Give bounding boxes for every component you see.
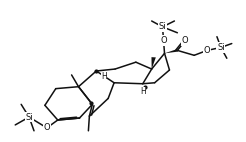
Text: H: H bbox=[140, 87, 146, 96]
Polygon shape bbox=[152, 57, 156, 69]
Text: O: O bbox=[44, 123, 50, 132]
Text: Si: Si bbox=[159, 22, 166, 31]
Text: H: H bbox=[140, 87, 146, 96]
Polygon shape bbox=[165, 49, 178, 53]
Text: H: H bbox=[101, 72, 107, 81]
Text: Si: Si bbox=[25, 113, 33, 122]
Text: H: H bbox=[101, 72, 107, 81]
Text: O: O bbox=[160, 36, 167, 45]
Text: Si: Si bbox=[217, 43, 225, 52]
Text: O: O bbox=[182, 36, 189, 45]
Text: O: O bbox=[204, 46, 210, 55]
